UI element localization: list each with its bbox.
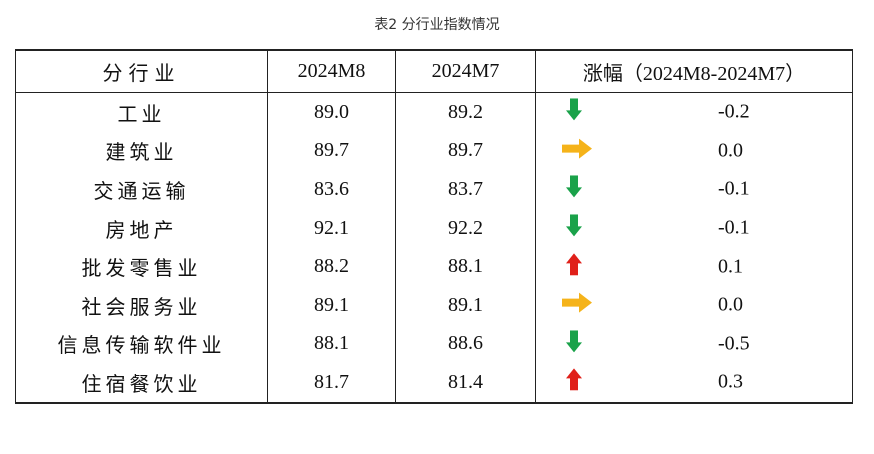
table-row: 工业 89.0 89.2 -0.2 bbox=[15, 92, 853, 132]
change-value: 0.3 bbox=[718, 370, 743, 393]
sector-cell: 信息传输软件业 bbox=[15, 324, 268, 364]
arrow-down-icon bbox=[566, 175, 582, 198]
change-value: -0.5 bbox=[718, 332, 750, 355]
change-value: 0.0 bbox=[718, 139, 743, 162]
change-cell: 0.3 bbox=[535, 363, 853, 404]
change-value: 0.1 bbox=[718, 255, 743, 278]
change-cell: -0.5 bbox=[535, 324, 853, 364]
value-2024m7-cell: 89.1 bbox=[395, 285, 536, 325]
sector-cell: 社会服务业 bbox=[15, 285, 268, 325]
table-row: 社会服务业 89.1 89.1 0.0 bbox=[15, 285, 853, 325]
header-row: 分行业 2024M8 2024M7 涨幅（2024M8-2024M7） bbox=[15, 49, 853, 93]
sector-cell: 住宿餐饮业 bbox=[15, 363, 268, 404]
sector-cell: 批发零售业 bbox=[15, 247, 268, 286]
table-row: 批发零售业 88.2 88.1 0.1 bbox=[15, 247, 853, 286]
arrow-down-icon bbox=[566, 98, 582, 121]
change-value: -0.2 bbox=[718, 100, 750, 123]
header-change: 涨幅（2024M8-2024M7） bbox=[535, 49, 853, 93]
sector-cell: 工业 bbox=[15, 92, 268, 132]
arrow-down-icon bbox=[566, 330, 582, 353]
sector-index-table: 分行业 2024M8 2024M7 涨幅（2024M8-2024M7） 工业 89… bbox=[15, 49, 853, 404]
change-cell: -0.2 bbox=[535, 92, 853, 132]
sector-cell: 房地产 bbox=[15, 208, 268, 248]
header-2024m8: 2024M8 bbox=[267, 49, 396, 93]
value-2024m7-cell: 88.1 bbox=[395, 247, 536, 286]
change-cell: -0.1 bbox=[535, 170, 853, 209]
value-2024m8-cell: 81.7 bbox=[267, 363, 396, 404]
value-2024m7-cell: 88.6 bbox=[395, 324, 536, 364]
change-cell: -0.1 bbox=[535, 208, 853, 248]
arrow-down-icon bbox=[566, 214, 582, 237]
table-row: 交通运输 83.6 83.7 -0.1 bbox=[15, 170, 853, 209]
table-caption: 表2 分行业指数情况 bbox=[374, 17, 500, 33]
value-2024m8-cell: 83.6 bbox=[267, 170, 396, 209]
table-row: 房地产 92.1 92.2 -0.1 bbox=[15, 208, 853, 248]
table-row: 建筑业 89.7 89.7 0.0 bbox=[15, 131, 853, 171]
change-value: -0.1 bbox=[718, 216, 750, 239]
value-2024m8-cell: 88.2 bbox=[267, 247, 396, 286]
value-2024m8-cell: 89.0 bbox=[267, 92, 396, 132]
arrow-up-icon bbox=[566, 368, 582, 391]
value-2024m7-cell: 83.7 bbox=[395, 170, 536, 209]
value-2024m7-cell: 89.7 bbox=[395, 131, 536, 171]
change-value: -0.1 bbox=[718, 177, 750, 200]
value-2024m7-cell: 92.2 bbox=[395, 208, 536, 248]
arrow-right-icon bbox=[562, 138, 592, 159]
header-2024m7: 2024M7 bbox=[395, 49, 536, 93]
arrow-right-icon bbox=[562, 292, 592, 313]
arrow-up-icon bbox=[566, 253, 582, 276]
header-sector: 分行业 bbox=[15, 49, 268, 93]
value-2024m8-cell: 92.1 bbox=[267, 208, 396, 248]
sector-cell: 交通运输 bbox=[15, 170, 268, 209]
change-cell: 0.1 bbox=[535, 247, 853, 286]
change-cell: 0.0 bbox=[535, 285, 853, 325]
table-row: 信息传输软件业 88.1 88.6 -0.5 bbox=[15, 324, 853, 364]
value-2024m8-cell: 88.1 bbox=[267, 324, 396, 364]
table-row: 住宿餐饮业 81.7 81.4 0.3 bbox=[15, 363, 853, 404]
value-2024m7-cell: 89.2 bbox=[395, 92, 536, 132]
change-cell: 0.0 bbox=[535, 131, 853, 171]
sector-cell: 建筑业 bbox=[15, 131, 268, 171]
value-2024m8-cell: 89.7 bbox=[267, 131, 396, 171]
value-2024m8-cell: 89.1 bbox=[267, 285, 396, 325]
value-2024m7-cell: 81.4 bbox=[395, 363, 536, 404]
change-value: 0.0 bbox=[718, 293, 743, 316]
